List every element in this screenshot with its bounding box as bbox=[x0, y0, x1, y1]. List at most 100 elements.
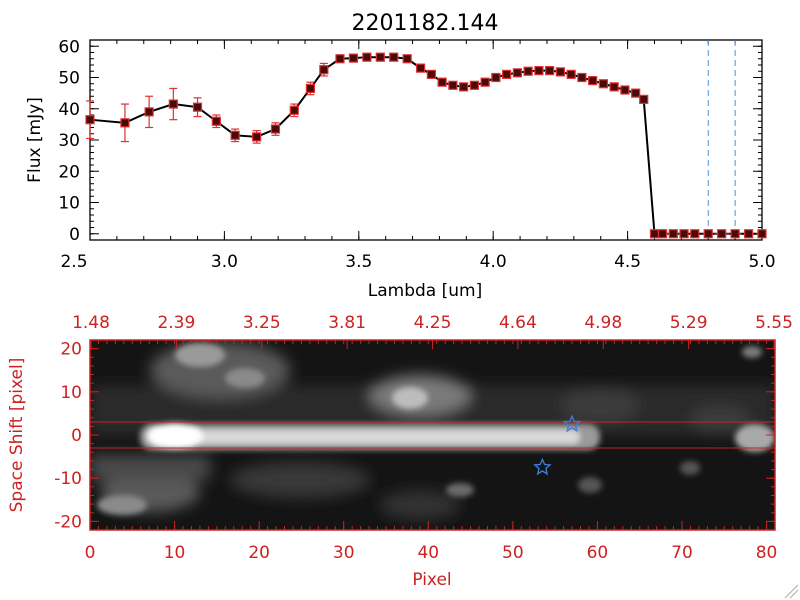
data-point bbox=[566, 69, 576, 79]
spectrum-title: 2201182.144 bbox=[352, 11, 499, 36]
x-tick-label: 70 bbox=[671, 543, 693, 563]
data-point bbox=[362, 52, 372, 62]
data-point bbox=[502, 69, 512, 79]
y-tick-label: 0 bbox=[71, 426, 82, 446]
x-tick-label: 40 bbox=[417, 543, 439, 563]
data-point bbox=[437, 77, 447, 87]
star-marker-icon bbox=[533, 457, 552, 476]
y-tick-label: 40 bbox=[58, 100, 80, 120]
y-tick-label: 10 bbox=[58, 194, 80, 214]
data-point bbox=[120, 118, 130, 128]
y-tick-label: 10 bbox=[60, 383, 82, 403]
data-point bbox=[757, 229, 767, 239]
data-point bbox=[730, 229, 740, 239]
x-tick-label: 80 bbox=[756, 543, 778, 563]
top-axis-tick-label: 5.55 bbox=[755, 313, 793, 333]
top-axis-tick-label: 3.81 bbox=[328, 313, 366, 333]
data-point bbox=[252, 132, 262, 142]
data-point bbox=[389, 52, 399, 62]
data-point bbox=[491, 72, 501, 83]
data-point bbox=[230, 130, 240, 140]
x-tick-label: 50 bbox=[502, 543, 524, 563]
y-tick-label: 60 bbox=[58, 37, 80, 57]
data-point bbox=[168, 99, 178, 109]
y-tick-label: 0 bbox=[69, 225, 80, 245]
y-tick-label: 30 bbox=[58, 131, 80, 151]
top-axis-tick-label: 1.48 bbox=[72, 313, 110, 333]
y-tick-label: -20 bbox=[54, 512, 82, 532]
y-tick-label: -10 bbox=[54, 469, 82, 489]
spectrum-plot: 2201182.144 2.5 3.0 3.5 4.0 4.5 5.0 0 10 20 30 40 5… bbox=[25, 11, 776, 301]
y-tick-label: 20 bbox=[60, 340, 82, 360]
data-point bbox=[657, 229, 668, 239]
x-tick-label: 2.5 bbox=[60, 252, 87, 272]
top-axis-tick-label: 5.29 bbox=[670, 313, 708, 333]
data-point bbox=[639, 94, 649, 104]
data-point bbox=[85, 115, 95, 125]
data-point bbox=[690, 229, 700, 239]
y-tick-label: 50 bbox=[58, 69, 80, 89]
data-point bbox=[743, 229, 754, 239]
x-tick-label: 0 bbox=[85, 543, 96, 563]
resize-grip-icon bbox=[784, 584, 799, 599]
spectrum-plot-area: 2.5 3.0 3.5 4.0 4.5 5.0 0 10 20 30 40 50 60 bbox=[58, 37, 775, 272]
image-x-label: Pixel bbox=[412, 570, 451, 590]
spectral-image bbox=[90, 342, 775, 520]
data-point bbox=[609, 82, 619, 92]
data-point bbox=[211, 116, 221, 126]
x-tick-label: 4.0 bbox=[480, 252, 507, 272]
data-point bbox=[679, 229, 689, 239]
data-point bbox=[717, 229, 727, 239]
data-point bbox=[545, 66, 555, 76]
spectrum-x-label: Lambda [um] bbox=[368, 281, 482, 301]
data-point bbox=[459, 82, 469, 92]
x-tick-label: 3.0 bbox=[211, 252, 238, 272]
spectrum-line bbox=[89, 56, 762, 235]
top-axis-tick-label: 2.39 bbox=[157, 313, 195, 333]
data-point bbox=[416, 63, 426, 73]
x-tick-label: 5.0 bbox=[748, 252, 775, 272]
star-marker-icon bbox=[562, 414, 582, 433]
data-point bbox=[588, 76, 598, 86]
data-point bbox=[375, 52, 385, 62]
data-point bbox=[335, 54, 345, 64]
data-point bbox=[348, 53, 359, 63]
x-tick-label: 4.5 bbox=[614, 252, 641, 272]
data-point bbox=[448, 80, 458, 90]
data-point bbox=[523, 66, 533, 76]
image-y-label: Space Shift [pixel] bbox=[7, 358, 27, 513]
data-point bbox=[555, 67, 566, 77]
data-point bbox=[319, 65, 329, 75]
data-point bbox=[620, 85, 630, 95]
data-point bbox=[426, 69, 436, 79]
data-point bbox=[668, 229, 678, 239]
data-point bbox=[402, 54, 412, 64]
top-axis-tick-label: 4.25 bbox=[414, 313, 452, 333]
top-axis-tick-label: 4.64 bbox=[499, 313, 537, 333]
x-tick-label: 60 bbox=[587, 543, 609, 563]
spectral-image-plot: 0 10 20 30 40 50 60 70 80 1.48 2.39 3.25 3.81 4.25 4.6… bbox=[7, 313, 793, 590]
top-axis-tick-label: 3.25 bbox=[243, 313, 281, 333]
x-tick-label: 30 bbox=[333, 543, 355, 563]
x-tick-label: 20 bbox=[248, 543, 270, 563]
x-tick-label: 3.5 bbox=[345, 252, 372, 272]
spectrum-y-label: Flux [mJy] bbox=[25, 97, 45, 183]
data-point bbox=[577, 72, 587, 83]
data-point bbox=[480, 77, 490, 87]
data-point bbox=[469, 80, 479, 90]
data-point bbox=[144, 107, 154, 117]
data-point bbox=[649, 229, 660, 239]
x-tick-label: 10 bbox=[164, 543, 186, 563]
data-point bbox=[631, 88, 641, 98]
top-axis-tick-label: 4.98 bbox=[584, 313, 622, 333]
data-point bbox=[270, 124, 281, 134]
trace-band bbox=[97, 343, 775, 515]
data-point bbox=[534, 66, 544, 76]
spectrum-frame bbox=[89, 39, 763, 241]
data-point bbox=[703, 229, 713, 239]
data-point bbox=[598, 79, 609, 89]
data-point bbox=[512, 68, 522, 78]
data-point bbox=[289, 105, 299, 115]
data-point bbox=[192, 102, 203, 112]
